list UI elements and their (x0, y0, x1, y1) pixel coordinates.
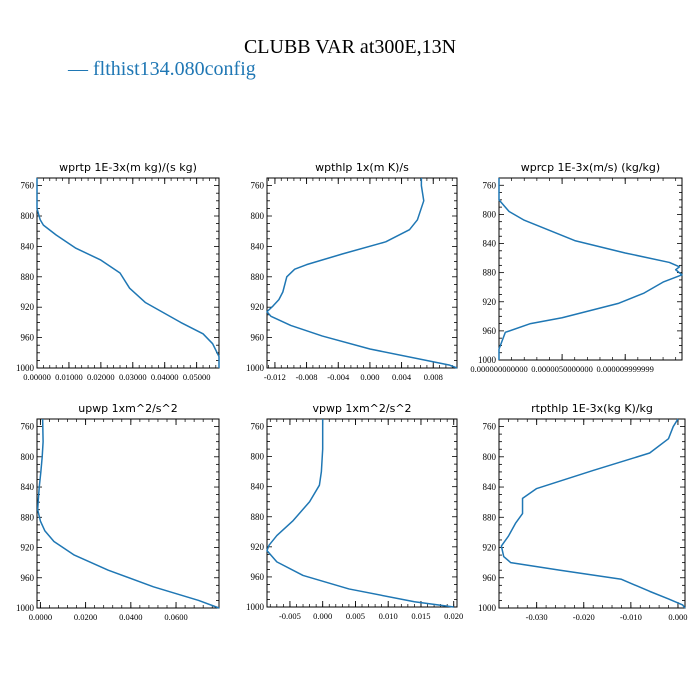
y-tick-label: 920 (483, 297, 497, 307)
plot-frame (266, 177, 458, 369)
y-tick-label: 840 (251, 241, 265, 251)
x-tick-label: 0.0600 (164, 612, 187, 622)
y-tick-label: 840 (251, 482, 265, 492)
y-tick-label: 840 (483, 482, 497, 492)
y-tick-label: 800 (21, 211, 35, 221)
y-tick-label: 960 (21, 333, 35, 343)
y-tick-label: 800 (251, 211, 265, 221)
x-tick-label: 0.000000000000 (470, 364, 527, 374)
y-tick-label: 920 (483, 543, 497, 553)
series-line (36, 178, 220, 368)
series-line (266, 178, 458, 369)
series-line (500, 418, 686, 609)
x-tick-label: -0.004 (327, 372, 350, 382)
y-tick-label: 840 (21, 482, 35, 492)
x-tick-label: 0.008 (424, 372, 443, 382)
y-tick-label: 1000 (478, 603, 497, 613)
x-tick-label: -0.020 (573, 612, 595, 622)
x-tick-label: 0.03000 (119, 372, 147, 382)
y-tick-label: 1000 (246, 363, 265, 373)
y-tick-label: 1000 (16, 603, 35, 613)
y-tick-label: 880 (21, 512, 35, 522)
x-tick-label: 0.0400 (119, 612, 142, 622)
page-title: CLUBB VAR at300E,13N (243, 36, 457, 58)
y-tick-label: 880 (251, 272, 265, 282)
x-tick-label: 0.000009999999 (597, 364, 654, 374)
x-tick-label: 0.000 (360, 372, 379, 382)
x-tick-label: -0.030 (526, 612, 548, 622)
panel-title: upwp 1xm^2/s^2 (78, 402, 178, 415)
y-tick-label: 880 (483, 268, 497, 278)
x-tick-label: 0.0000050000000 (531, 364, 593, 374)
plot-frame (36, 418, 220, 609)
y-tick-label: 760 (251, 181, 265, 191)
plot-frame (36, 177, 220, 369)
series-line (36, 418, 220, 609)
x-tick-label: 0.000 (313, 611, 332, 621)
x-tick-label: 0.0000 (29, 612, 52, 622)
x-tick-label: -0.012 (264, 372, 286, 382)
x-tick-label: 0.004 (392, 372, 412, 382)
x-tick-label: 0.010 (379, 611, 398, 621)
y-tick-label: 1000 (478, 355, 497, 365)
y-tick-label: 880 (483, 512, 497, 522)
y-tick-label: 960 (483, 326, 497, 336)
plot-frame (498, 177, 683, 361)
y-tick-label: 960 (251, 333, 265, 343)
x-tick-label: 0.0200 (74, 612, 97, 622)
y-tick-label: 1000 (246, 602, 265, 612)
series-line (498, 178, 683, 360)
x-tick-label: 0.02000 (87, 372, 115, 382)
panel-title: wprtp 1E-3x(m kg)/(s kg) (59, 161, 197, 174)
y-tick-label: 960 (483, 573, 497, 583)
y-tick-label: 920 (21, 302, 35, 312)
y-tick-label: 1000 (16, 363, 35, 373)
y-tick-label: 800 (483, 209, 497, 219)
y-tick-label: 800 (483, 452, 497, 462)
y-tick-label: 960 (21, 573, 35, 583)
plot-frame (498, 418, 686, 609)
y-tick-label: 920 (21, 543, 35, 553)
y-tick-label: 760 (251, 422, 265, 432)
y-tick-label: 880 (251, 512, 265, 522)
x-tick-label: 0.005 (346, 611, 365, 621)
y-tick-label: 960 (251, 572, 265, 582)
x-tick-label: -0.010 (620, 612, 642, 622)
x-tick-label: 0.05000 (183, 372, 211, 382)
y-tick-label: 840 (21, 241, 35, 251)
y-tick-label: 840 (483, 239, 497, 249)
x-tick-label: 0.00000 (23, 372, 51, 382)
y-tick-label: 760 (21, 422, 35, 432)
y-tick-label: 920 (251, 302, 265, 312)
x-tick-label: 0.01000 (55, 372, 83, 382)
x-tick-label: 0.04000 (151, 372, 179, 382)
y-tick-label: 760 (21, 181, 35, 191)
panel-title: rtpthlp 1E-3x(kg K)/kg (531, 402, 653, 415)
x-tick-label: 0.000 (668, 612, 687, 622)
legend-entry: — flthist134.080config (68, 58, 256, 80)
x-tick-label: -0.008 (296, 372, 318, 382)
y-tick-label: 920 (251, 542, 265, 552)
x-tick-label: -0.005 (279, 611, 301, 621)
panel-title: wpthlp 1x(m K)/s (315, 161, 409, 174)
y-tick-label: 760 (483, 180, 497, 190)
x-tick-label: 0.020 (444, 611, 463, 621)
plot-frame (266, 418, 458, 608)
panel-title: vpwp 1xm^2/s^2 (312, 402, 411, 415)
series-line (266, 419, 454, 608)
y-tick-label: 800 (21, 452, 35, 462)
x-tick-label: 0.015 (411, 611, 430, 621)
y-tick-label: 760 (483, 422, 497, 432)
panel-title: wprcp 1E-3x(m/s) (kg/kg) (521, 161, 660, 174)
y-tick-label: 880 (21, 272, 35, 282)
y-tick-label: 800 (251, 452, 265, 462)
